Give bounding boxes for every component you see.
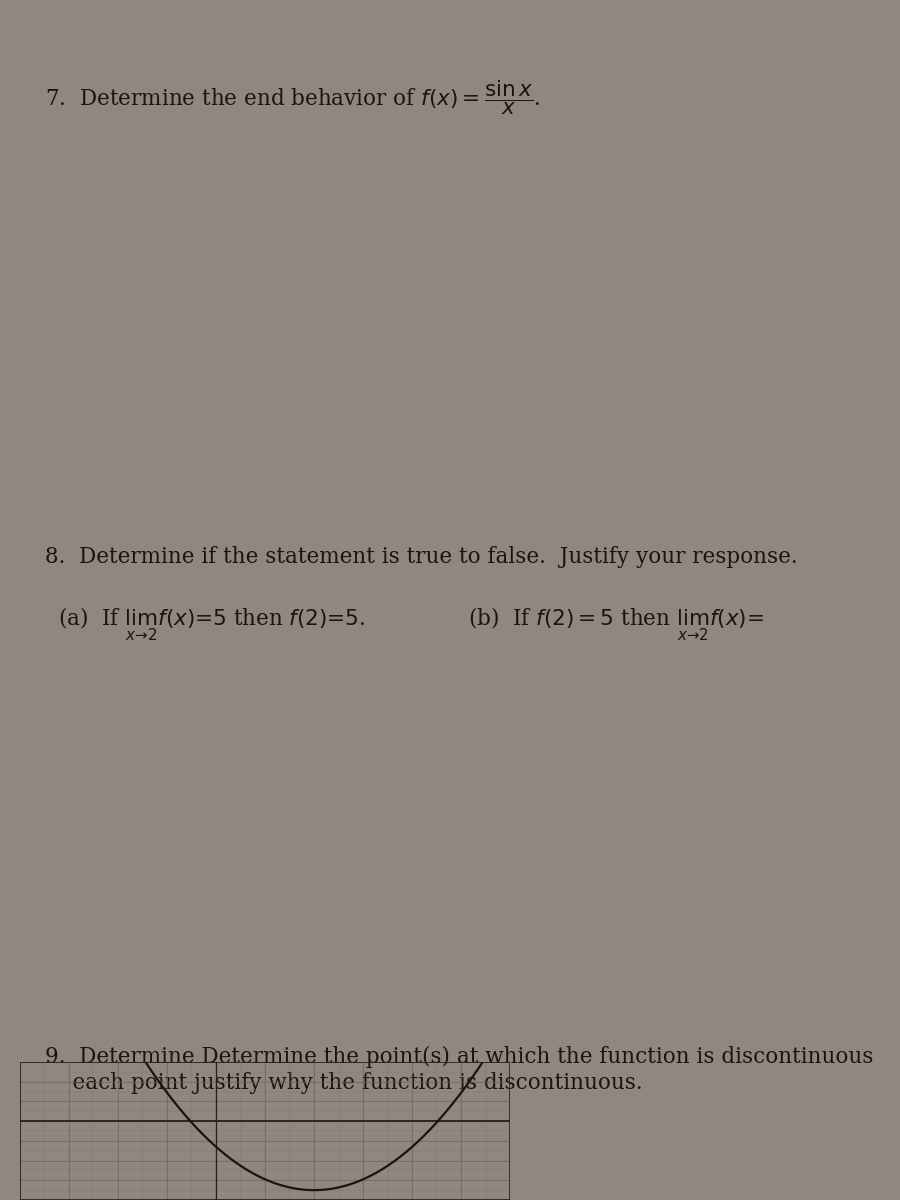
Text: (a)  If $\lim_{x \to 2} f(x) = 5$ then $f(2) = 5$.: (a) If $\lim_{x \to 2} f(x) = 5$ then $f… [58, 606, 366, 643]
Text: 9.  Determine Determine the point(s) at which the function is discontinuous
    : 9. Determine Determine the point(s) at w… [45, 1046, 873, 1094]
Text: 7.  Determine the end behavior of $f(x) = \dfrac{\sin x}{x}$.: 7. Determine the end behavior of $f(x) =… [45, 78, 541, 116]
Text: (b)  If $f(2) = 5$ then $\lim_{x \to 2} f(x) =$: (b) If $f(2) = 5$ then $\lim_{x \to 2} f… [468, 606, 764, 643]
Text: 8.  Determine if the statement is true to false.  Justify your response.: 8. Determine if the statement is true to… [45, 546, 797, 568]
